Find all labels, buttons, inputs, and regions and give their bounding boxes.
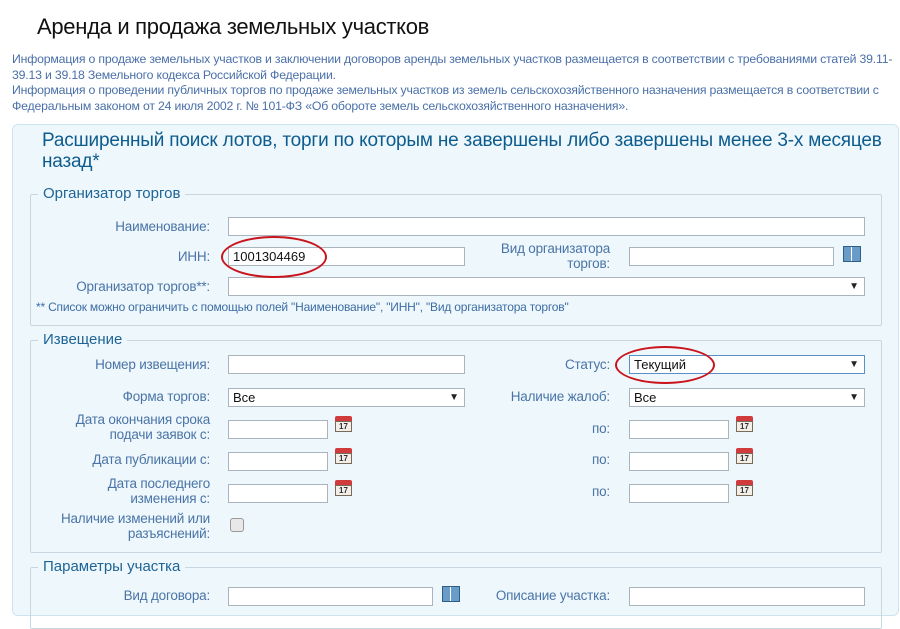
- changed-label: Дата последнего изменения с:: [107, 476, 210, 506]
- name-input[interactable]: [228, 217, 865, 236]
- plot-description-label: Описание участка:: [495, 588, 610, 603]
- calendar-icon[interactable]: 17: [334, 414, 353, 434]
- calendar-icon[interactable]: 17: [735, 478, 754, 498]
- complaints-select[interactable]: Все: [629, 388, 865, 407]
- organizer-note: ** Список можно ограничить с помощью пол…: [36, 300, 569, 314]
- deadline-label: Дата окончания срока подачи заявок с:: [75, 412, 210, 442]
- status-label: Статус:: [564, 357, 610, 372]
- page-title: Аренда и продажа земельных участков: [37, 14, 430, 39]
- deadline-from-input[interactable]: [228, 420, 328, 439]
- notice-fieldset: [30, 340, 882, 553]
- highlight-ellipse: [221, 236, 327, 278]
- info-line: Информация о проведении публичных торгов…: [12, 83, 879, 113]
- to-label: по:: [592, 484, 610, 499]
- plot-legend: Параметры участка: [38, 558, 186, 575]
- name-label: Наименование:: [115, 219, 210, 234]
- organizer-legend: Организатор торгов: [38, 185, 186, 202]
- info-text: Информация о продаже земельных участков …: [12, 52, 900, 114]
- publication-to-input[interactable]: [629, 452, 729, 471]
- calendar-icon[interactable]: 17: [334, 478, 353, 498]
- notice-number-label: Номер извещения:: [95, 357, 210, 372]
- organizer-select[interactable]: [228, 277, 865, 296]
- complaints-label: Наличие жалоб:: [510, 389, 610, 404]
- changed-to-input[interactable]: [629, 484, 729, 503]
- organizer-type-input[interactable]: [629, 247, 834, 266]
- changes-label: Наличие изменений или разъяснений:: [60, 511, 210, 541]
- inn-label: ИНН:: [177, 249, 210, 264]
- to-label: по:: [592, 452, 610, 467]
- changed-from-input[interactable]: [228, 484, 328, 503]
- organizer-label: Организатор торгов**:: [76, 279, 210, 294]
- calendar-icon[interactable]: 17: [735, 446, 754, 466]
- info-line: Информация о продаже земельных участков …: [12, 52, 893, 82]
- book-icon[interactable]: [843, 246, 861, 262]
- organizer-fieldset: [30, 194, 882, 326]
- search-title: Расширенный поиск лотов, торги по которы…: [42, 130, 882, 172]
- notice-number-input[interactable]: [228, 355, 465, 374]
- form-label: Форма торгов:: [122, 389, 211, 404]
- to-label: по:: [592, 421, 610, 436]
- form-select[interactable]: Все: [228, 388, 465, 407]
- changes-checkbox[interactable]: [230, 518, 244, 532]
- deadline-to-input[interactable]: [629, 420, 729, 439]
- contract-type-label: Вид договора:: [123, 588, 211, 603]
- calendar-icon[interactable]: 17: [735, 414, 754, 434]
- publication-label: Дата публикации с:: [92, 452, 210, 467]
- book-icon[interactable]: [442, 586, 460, 602]
- calendar-icon[interactable]: 17: [334, 446, 353, 466]
- highlight-ellipse: [615, 346, 715, 384]
- organizer-type-label: Вид организатора торгов:: [500, 241, 610, 271]
- publication-from-input[interactable]: [228, 452, 328, 471]
- notice-legend: Извещение: [38, 331, 128, 348]
